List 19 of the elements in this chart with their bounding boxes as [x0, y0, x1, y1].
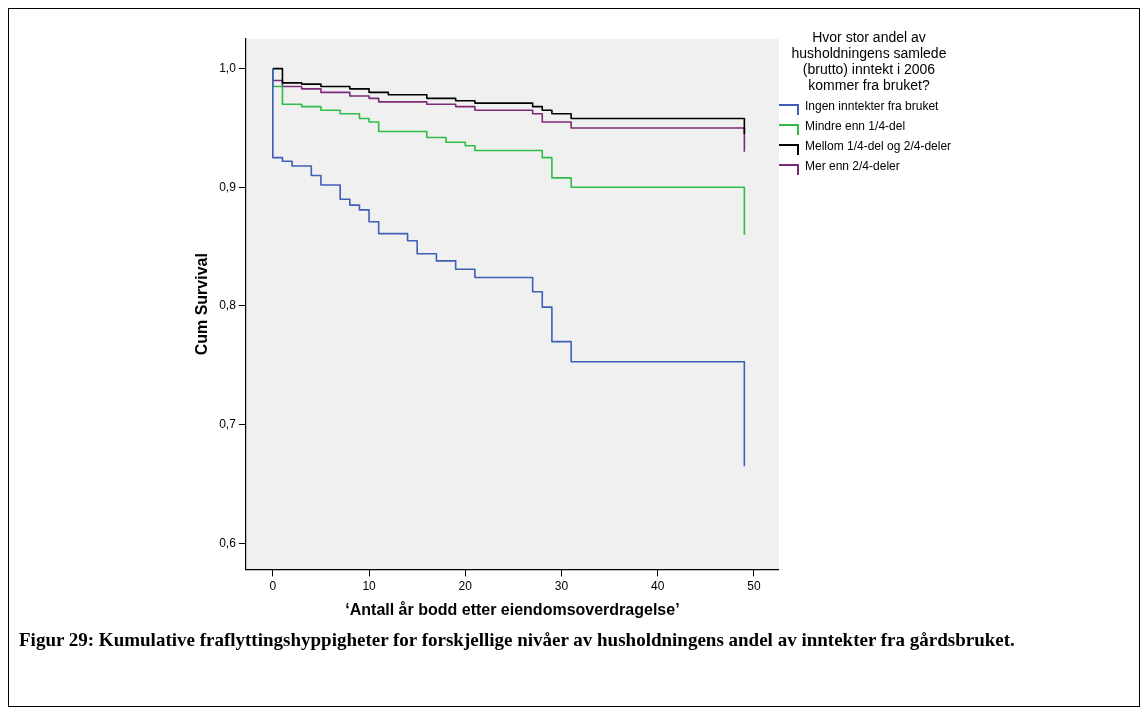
x-tick-label: 50: [747, 578, 761, 593]
x-tick-label: 40: [651, 578, 665, 593]
legend-label: Mer enn 2/4-deler: [805, 159, 900, 173]
legend-title: Hvor stor andel av husholdningens samlede (brutto) inntekt i 2006 kommer fra bruket?: [790, 29, 948, 93]
x-axis-title: ‘Antall år bodd etter eiendomsoverdragelse’: [345, 600, 680, 618]
y-tick-label: 1,0: [219, 60, 237, 75]
legend-label: Mellom 1/4-del og 2/4-deler: [805, 139, 952, 153]
x-tick-label: 0: [269, 578, 277, 593]
y-tick-label: 0,6: [219, 535, 237, 550]
x-tick-label: 20: [458, 578, 473, 593]
legend-label: Ingen inntekter fra bruket: [805, 99, 939, 113]
x-tick-label: 10: [362, 578, 377, 593]
y-axis-title: Cum Survival: [193, 253, 211, 356]
y-tick-label: 0,7: [219, 416, 237, 431]
text: Figur 29: Kumulative fraflyttingshyppigheter for forskjellige nivåer av husholdningens andel av inntekter fra gårdsbruket.: [19, 629, 1016, 651]
x-tick-label: 30: [554, 578, 569, 593]
y-tick-label: 0,9: [219, 179, 237, 194]
y-tick-label: 0,8: [219, 298, 237, 313]
legend-label: Mindre enn 1/4-del: [805, 119, 906, 133]
